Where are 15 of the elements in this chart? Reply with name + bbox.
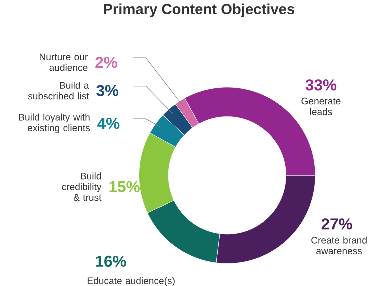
chart-title: Primary Content Objectives	[104, 4, 295, 18]
slice-label: Educate audience(s)	[88, 277, 175, 286]
slice-label: Build a subscribed list	[28, 82, 90, 100]
data-label: 2%	[96, 56, 118, 68]
slice-label: Generate leads	[302, 98, 341, 116]
slice-label: Build loyalty with existing clients	[19, 114, 90, 134]
slice-label: Create brand awareness	[312, 236, 367, 254]
data-label: 4%	[98, 118, 120, 130]
data-label: 27%	[322, 218, 352, 230]
slice-label: Build credibility & trust	[62, 172, 102, 201]
data-label: 3%	[96, 85, 119, 96]
data-label: 33%	[306, 79, 337, 91]
slice-label: Nurture our audience	[40, 54, 88, 72]
data-label: 15%	[110, 181, 140, 192]
data-label: 16%	[96, 256, 126, 267]
